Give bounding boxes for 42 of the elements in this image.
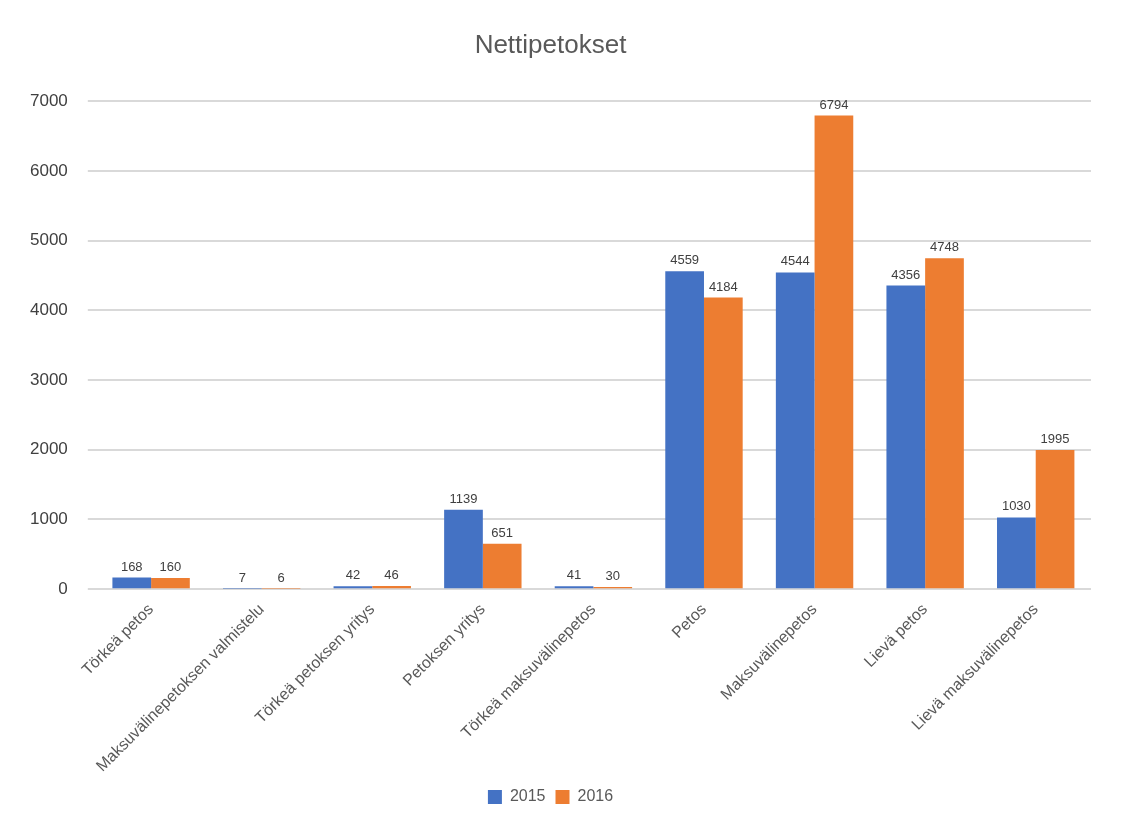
data-label: 7 xyxy=(238,569,246,585)
data-label: 1139 xyxy=(449,490,478,506)
data-label: 1995 xyxy=(1040,431,1070,447)
data-label: 41 xyxy=(566,567,582,583)
bar xyxy=(444,509,483,589)
bar xyxy=(775,272,815,589)
data-label: 46 xyxy=(384,567,399,583)
data-label: 42 xyxy=(345,567,361,583)
bar xyxy=(703,297,743,589)
data-label: 1030 xyxy=(1001,498,1031,514)
bar xyxy=(814,115,854,589)
data-label: 4184 xyxy=(708,278,738,294)
data-label: 4544 xyxy=(780,253,810,269)
y-tick-label: 6000 xyxy=(29,160,68,180)
y-tick-label: 0 xyxy=(58,578,68,598)
y-tick-label: 3000 xyxy=(29,369,68,389)
bar xyxy=(151,578,190,589)
y-tick-label: 2000 xyxy=(29,439,68,459)
bar xyxy=(482,543,522,589)
y-tick-label: 4000 xyxy=(29,300,68,320)
data-label: 160 xyxy=(159,559,182,575)
data-label: 6 xyxy=(277,569,285,585)
data-label: 168 xyxy=(120,558,143,574)
y-tick-label: 1000 xyxy=(29,509,68,529)
bar xyxy=(886,285,926,589)
chart-title: Nettipetokset xyxy=(474,28,628,59)
y-tick-label: 5000 xyxy=(29,230,68,250)
bar xyxy=(665,271,704,589)
y-tick-label: 7000 xyxy=(29,90,68,110)
data-label: 4559 xyxy=(670,252,700,268)
legend-label: 2016 xyxy=(577,787,614,805)
bar xyxy=(925,258,964,589)
legend-label: 2015 xyxy=(509,787,546,805)
bar xyxy=(372,585,411,589)
data-label: 4748 xyxy=(930,239,959,255)
bar xyxy=(997,517,1036,589)
bar xyxy=(1035,450,1075,589)
data-label: 651 xyxy=(491,524,514,540)
bar xyxy=(112,577,152,589)
data-label: 30 xyxy=(605,568,620,584)
data-label: 4356 xyxy=(891,266,921,282)
data-label: 6794 xyxy=(819,96,849,112)
